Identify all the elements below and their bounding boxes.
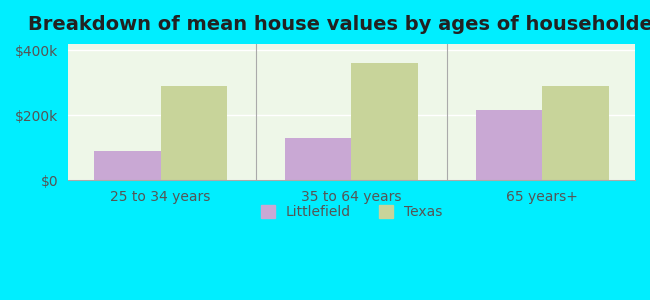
Bar [161,86,228,180]
Title: Breakdown of mean house values by ages of householders: Breakdown of mean house values by ages o… [29,15,650,34]
Bar [542,86,609,180]
Legend: Littlefield, Texas: Littlefield, Texas [255,200,448,225]
Bar [94,151,161,180]
Bar [476,110,542,180]
Bar [352,63,419,180]
Bar [285,138,352,180]
